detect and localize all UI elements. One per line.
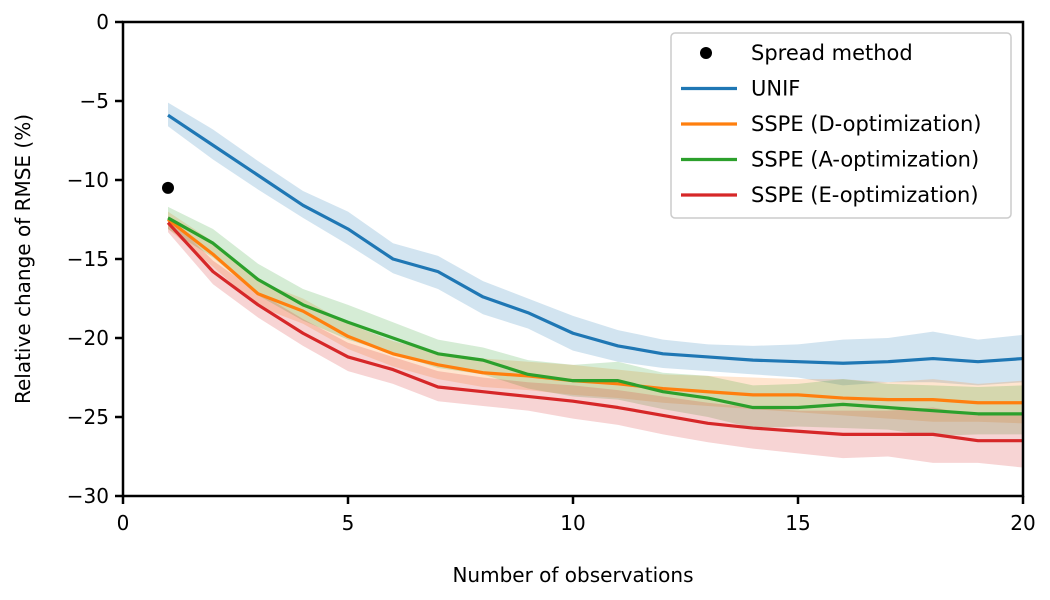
legend-label-sspe-d-optimization: SSPE (D-optimization) xyxy=(751,112,981,136)
legend: Spread method UNIF SSPE (D-optimization) SS… xyxy=(670,32,1012,219)
y-tick-label: −10 xyxy=(67,168,109,192)
legend-marker-spread-method xyxy=(700,47,712,59)
line-unif xyxy=(167,113,1024,365)
y-axis-ticks: 0 −5 −10 −15 −20 −25 −30 xyxy=(67,10,123,508)
line-sspe-e-optimization xyxy=(166,221,1023,443)
series-lines xyxy=(166,113,1024,443)
y-axis-label: Relative change of RMSE (%) xyxy=(11,114,35,404)
legend-label-sspe-e-optimization: SSPE (E-optimization) xyxy=(751,183,979,207)
legend-label-spread-method: Spread method xyxy=(751,41,913,65)
legend-label-unif: UNIF xyxy=(751,77,800,101)
x-tick-label: 10 xyxy=(560,511,585,535)
y-tick-label: −30 xyxy=(67,484,109,508)
line-sspe-a-optimization xyxy=(167,216,1023,416)
x-tick-label: 20 xyxy=(1010,511,1035,535)
x-axis-ticks: 0 5 10 15 20 xyxy=(117,496,1036,535)
scatter-points xyxy=(162,181,174,194)
legend-label-sspe-a-optimization: SSPE (A-optimization) xyxy=(751,148,979,172)
point-spread-method xyxy=(162,181,174,194)
band-unif xyxy=(168,102,1023,386)
x-tick-label: 5 xyxy=(342,511,355,535)
x-tick-label: 0 xyxy=(117,511,130,535)
legend-box xyxy=(670,32,1012,219)
y-tick-label: −5 xyxy=(80,89,109,113)
y-tick-label: −25 xyxy=(67,405,109,429)
y-tick-label: −15 xyxy=(67,247,109,271)
y-tick-label: −20 xyxy=(67,326,109,350)
band-sspe-e-optimization xyxy=(168,216,1023,468)
x-axis-label: Number of observations xyxy=(452,563,693,587)
x-tick-label: 15 xyxy=(785,511,810,535)
band-sspe-a-optimization xyxy=(168,206,1023,436)
y-tick-label: 0 xyxy=(96,10,109,34)
